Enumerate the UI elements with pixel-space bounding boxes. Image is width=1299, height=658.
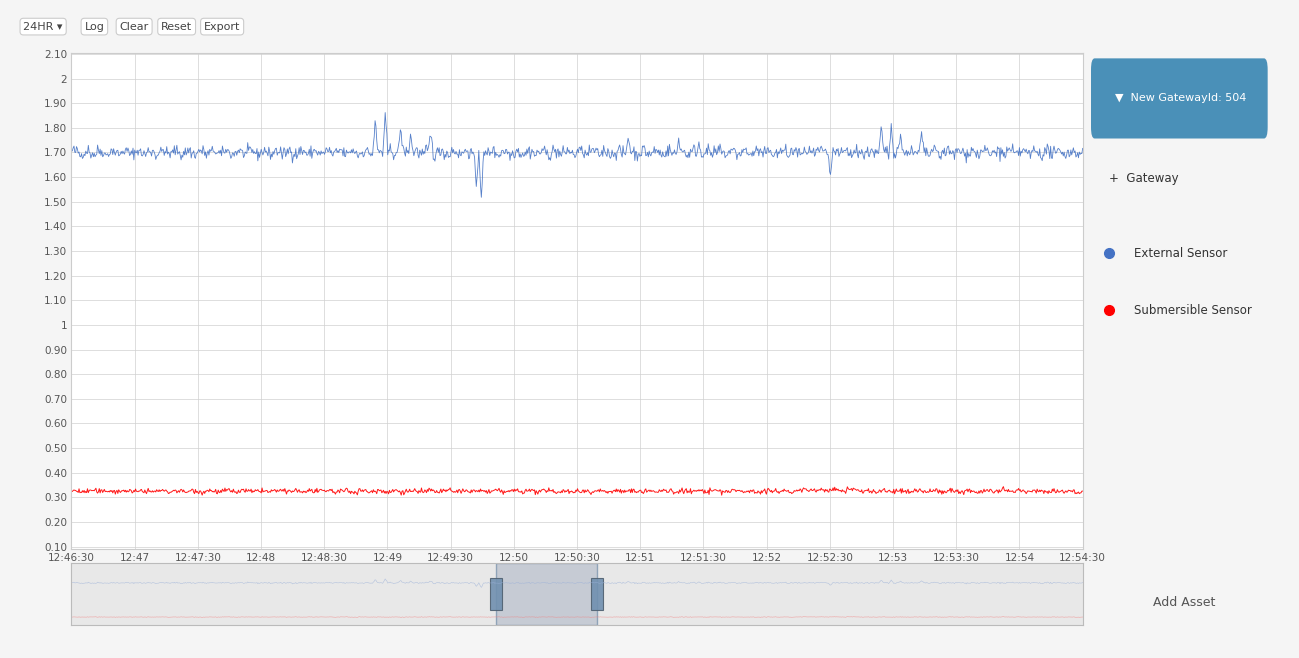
Text: Clear: Clear <box>120 22 149 32</box>
Text: External Sensor: External Sensor <box>1134 247 1228 259</box>
Text: Add Asset: Add Asset <box>1152 595 1215 609</box>
Bar <box>591 578 603 610</box>
Text: ▼  New GatewayId: 504: ▼ New GatewayId: 504 <box>1115 93 1246 103</box>
FancyBboxPatch shape <box>1091 59 1268 139</box>
Text: Submersible Sensor: Submersible Sensor <box>1134 304 1252 316</box>
Text: Reset: Reset <box>161 22 192 32</box>
Text: Export: Export <box>204 22 240 32</box>
Text: 24HR ▾: 24HR ▾ <box>23 22 62 32</box>
Bar <box>496 563 598 625</box>
Text: Log: Log <box>84 22 104 32</box>
Bar <box>490 578 503 610</box>
Text: +  Gateway: + Gateway <box>1109 172 1178 185</box>
